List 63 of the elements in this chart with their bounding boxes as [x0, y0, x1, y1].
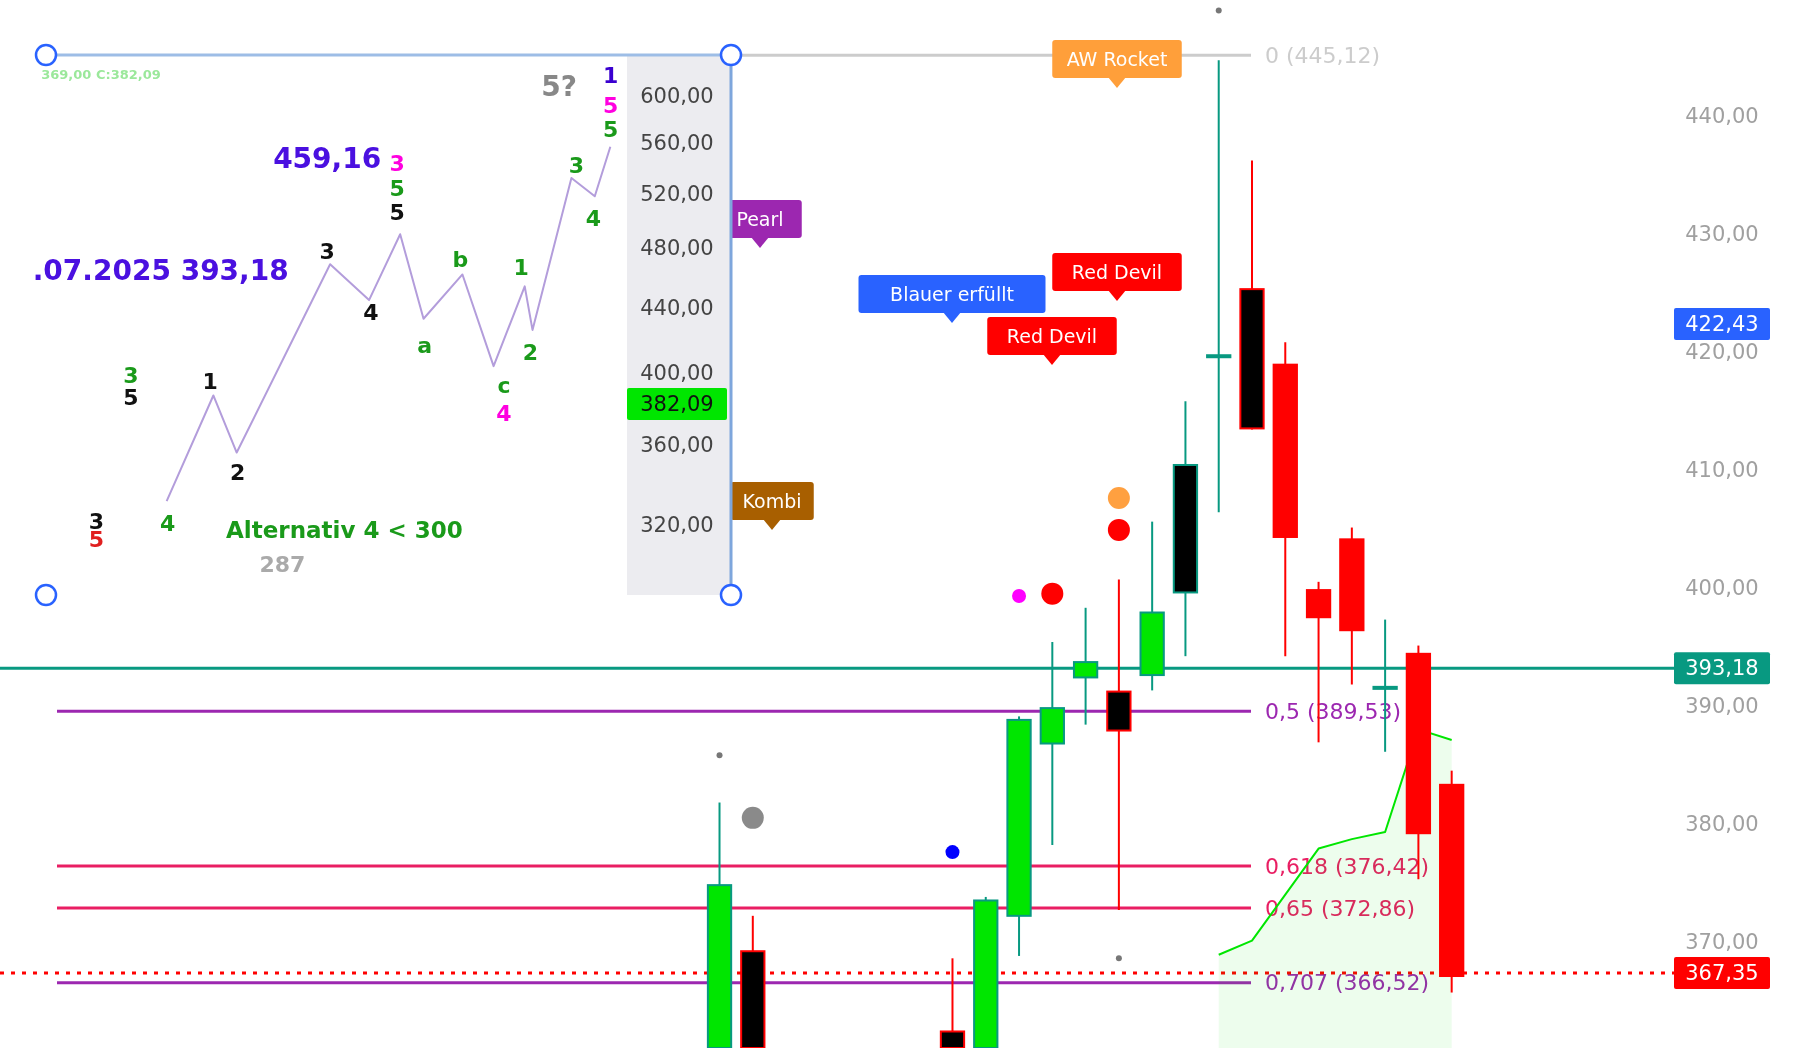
annotation: AW Rocket	[1066, 48, 1168, 70]
annotation: 5?	[541, 69, 577, 103]
point	[1107, 487, 1130, 510]
annotation: 5	[603, 117, 619, 143]
annotation: 3	[319, 238, 335, 264]
annotation: 369,00 C:382,09	[41, 67, 161, 83]
y-tick-label: 390,00	[1685, 693, 1759, 718]
ref-line-label: 393,18	[1685, 656, 1759, 681]
annotation: 4	[496, 400, 512, 426]
point	[1012, 588, 1027, 603]
candlestick	[1206, 59, 1232, 514]
annotation: 4	[585, 205, 602, 231]
annotation: 1	[513, 254, 529, 280]
annotation: 382,09	[640, 392, 714, 417]
y-tick-label: 380,00	[1685, 811, 1759, 836]
annotation: Alternativ 4 < 300	[226, 517, 463, 544]
y-tick-label: 370,00	[1685, 929, 1759, 954]
annotation: 2	[229, 460, 246, 486]
annotation: 5	[389, 175, 405, 201]
candlestick	[1106, 578, 1132, 911]
annotation: 459,16	[273, 141, 382, 175]
point	[1115, 955, 1122, 962]
annotation: c	[497, 373, 511, 399]
annotation: 5	[389, 199, 405, 225]
point	[1041, 582, 1064, 605]
annotation: a	[417, 333, 433, 359]
y-tick-label: 440,00	[640, 295, 714, 320]
annotation: 287	[259, 552, 306, 578]
annotation: Red Devil	[1071, 261, 1163, 283]
annotation: Blauer erfüllt	[890, 283, 1014, 305]
y-tick-label: 400,00	[640, 360, 714, 385]
y-tick-label: 440,00	[1685, 103, 1759, 128]
annotation: .07.2025 393,18	[32, 254, 289, 288]
y-tick-label: 560,00	[640, 131, 714, 156]
annotation: 1	[202, 368, 218, 394]
annotation: 2	[522, 339, 539, 365]
point	[741, 806, 764, 829]
text: 422,43	[1685, 312, 1759, 336]
y-tick-label: 420,00	[1685, 339, 1759, 364]
annotation: Red Devil	[1006, 325, 1098, 347]
annotation: 5	[603, 93, 619, 119]
y-tick-label: 320,00	[640, 513, 714, 538]
point	[945, 845, 960, 860]
ref-line-label: 0,707 (366,52)	[1265, 970, 1430, 996]
annotation: 3	[389, 150, 405, 176]
y-tick-label: 520,00	[640, 181, 714, 206]
point	[716, 752, 723, 759]
annotation: Kombi	[742, 490, 802, 512]
y-tick-label: 410,00	[1685, 457, 1759, 482]
annotation: b	[452, 246, 469, 272]
annotation: 3	[568, 152, 584, 178]
y-tick-label: 600,00	[640, 83, 714, 108]
annotation: 1	[603, 63, 619, 89]
point	[1107, 518, 1130, 541]
y-tick-label: 400,00	[1685, 575, 1759, 600]
annotation: Pearl	[736, 208, 784, 230]
point	[1215, 7, 1222, 14]
y-tick-label: 480,00	[640, 236, 714, 261]
y-tick-label: 430,00	[1685, 221, 1759, 246]
y-tick-label: 360,00	[640, 432, 714, 457]
ref-line-label: 367,35	[1685, 961, 1759, 986]
annotation: 4	[159, 510, 176, 536]
annotation: 4	[363, 299, 379, 325]
